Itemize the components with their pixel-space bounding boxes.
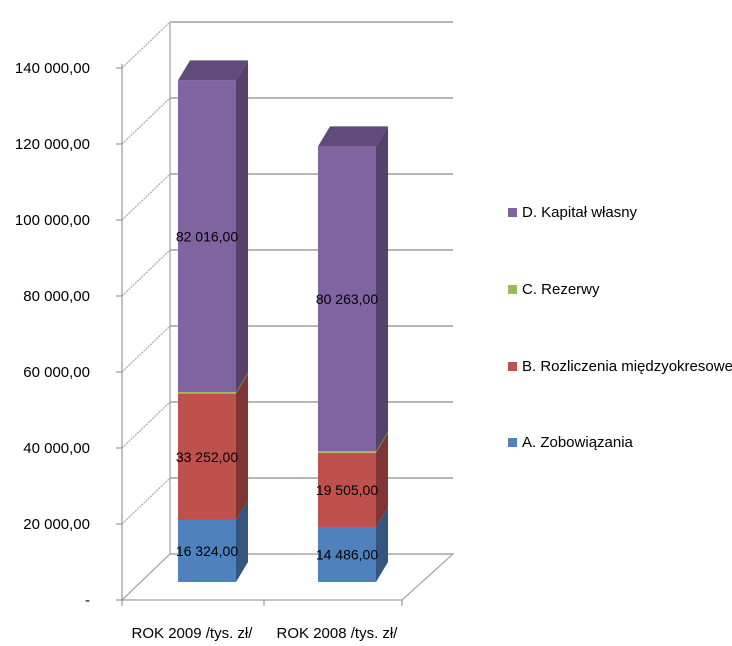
y-tick-label: 40 000,00 bbox=[23, 440, 90, 457]
legend-item: A. Zobowiązania bbox=[508, 434, 634, 451]
bar-segment bbox=[178, 60, 248, 393]
side-gridline bbox=[121, 401, 171, 449]
bar-segment bbox=[318, 506, 388, 582]
legend-item: B. Rozliczenia międzyokresowe bbox=[508, 358, 732, 375]
y-tick-label: 120 000,00 bbox=[15, 136, 90, 153]
side-gridline bbox=[121, 21, 171, 69]
data-label: 80 263,00 bbox=[316, 291, 378, 307]
y-tick-label: 140 000,00 bbox=[15, 60, 90, 77]
data-label: 19 505,00 bbox=[316, 482, 378, 498]
y-tick-label: - bbox=[85, 592, 90, 609]
legend-label: C. Rezerwy bbox=[522, 281, 600, 298]
x-category-label: ROK 2008 /tys. zł/ bbox=[277, 625, 399, 642]
side-gridline bbox=[121, 97, 171, 145]
side-gridline bbox=[121, 325, 171, 373]
bars bbox=[178, 60, 388, 582]
bar-front bbox=[178, 519, 236, 582]
side-gridline bbox=[121, 249, 171, 297]
x-category-label: ROK 2009 /tys. zł/ bbox=[132, 625, 254, 642]
bar-front bbox=[178, 393, 236, 520]
side-gridline bbox=[121, 477, 171, 525]
axes: - 20 000,00 40 000,00 60 000,00 80 000,00 100… bbox=[15, 22, 455, 642]
bar-front bbox=[178, 80, 236, 393]
bar-front bbox=[318, 451, 376, 453]
bar-side bbox=[376, 506, 388, 582]
data-label: 33 252,00 bbox=[176, 449, 238, 465]
bar-front bbox=[318, 452, 376, 527]
legend-item: C. Rezerwy bbox=[508, 281, 600, 298]
bar-segment bbox=[318, 126, 388, 452]
bar-top bbox=[318, 126, 388, 147]
legend-item: D. Kapitał własny bbox=[508, 204, 638, 221]
bar-segment bbox=[178, 373, 248, 520]
data-labels: 16 324,00 33 252,00 82 016,00 14 486,00 19 5… bbox=[176, 228, 378, 562]
bar-top bbox=[178, 60, 248, 81]
data-label: 82 016,00 bbox=[176, 228, 238, 244]
bar-side bbox=[236, 373, 248, 520]
bar-segment bbox=[178, 372, 248, 394]
y-tick-label: 100 000,00 bbox=[15, 212, 90, 229]
bar-side bbox=[236, 372, 248, 394]
gridlines bbox=[121, 21, 453, 601]
bar-side bbox=[376, 431, 388, 453]
legend-label: B. Rozliczenia międzyokresowe bbox=[522, 358, 732, 375]
y-tick-label: 60 000,00 bbox=[23, 364, 90, 381]
bar-front bbox=[318, 526, 376, 582]
bar-front bbox=[318, 146, 376, 452]
bar-front bbox=[178, 392, 236, 394]
floor-outline bbox=[121, 553, 455, 601]
bar-side bbox=[236, 60, 248, 393]
bar-segment bbox=[178, 499, 248, 582]
legend-swatch bbox=[508, 438, 517, 447]
bar-side bbox=[376, 432, 388, 527]
bar-side bbox=[236, 499, 248, 582]
y-tick-label: 80 000,00 bbox=[23, 288, 90, 305]
legend-swatch bbox=[508, 208, 517, 217]
bar-segment bbox=[318, 431, 388, 453]
y-tick-label: 20 000,00 bbox=[23, 516, 90, 533]
legend-swatch bbox=[508, 285, 517, 294]
bar-segment bbox=[318, 432, 388, 527]
side-gridline bbox=[121, 173, 171, 221]
bar-side bbox=[376, 126, 388, 452]
data-label: 14 486,00 bbox=[316, 546, 378, 562]
legend: D. Kapitał własny C. Rezerwy B. Rozliczeni… bbox=[508, 204, 732, 451]
legend-swatch bbox=[508, 362, 517, 371]
legend-label: A. Zobowiązania bbox=[522, 434, 634, 451]
legend-label: D. Kapitał własny bbox=[522, 204, 638, 221]
data-label: 16 324,00 bbox=[176, 543, 238, 559]
